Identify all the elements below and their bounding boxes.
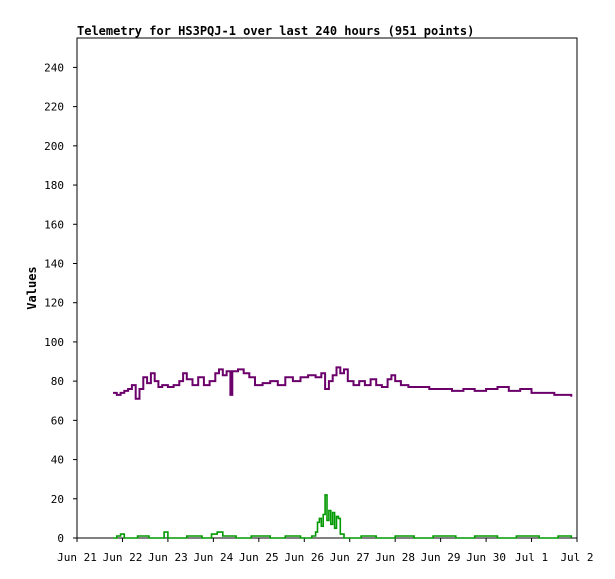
x-tick-label: Jun 23 [148, 551, 188, 564]
x-tick-label: Jun 25 [239, 551, 279, 564]
x-tick-label: Jul 2 [560, 551, 593, 564]
plot-frame [76, 37, 578, 539]
x-tick-label: Jun 29 [421, 551, 461, 564]
y-axis: 0 20 40 60 80 100 120 140 160 180 200 220 240 [44, 61, 77, 545]
x-tick-label: Jun 24 [193, 551, 233, 564]
y-tick-label: 180 [44, 179, 64, 192]
y-tick-label: 220 [44, 101, 64, 114]
y-tick-label: 160 [44, 218, 64, 231]
y-tick-label: 0 [57, 532, 64, 545]
y-tick-label: 200 [44, 140, 64, 153]
y-tick-label: 20 [51, 493, 64, 506]
x-tick-label: Jun 22 [103, 551, 143, 564]
x-tick-label: Jun 27 [330, 551, 370, 564]
y-tick-label: 140 [44, 257, 64, 270]
x-tick-label: Jun 26 [284, 551, 324, 564]
y-tick-label: 60 [51, 414, 64, 427]
x-tick-label: Jun 21 [57, 551, 97, 564]
y-tick-label: 120 [44, 297, 64, 310]
x-axis: Jun 21 Jun 22 Jun 23 Jun 24 Jun 25 Jun 26 Jun … [57, 538, 594, 564]
y-tick-label: 240 [44, 61, 64, 74]
x-tick-label: Jul 1 [515, 551, 548, 564]
chart-title: Telemetry for HS3PQJ-1 over last 240 hou… [77, 24, 474, 38]
series-layer [113, 366, 573, 539]
y-tick-label: 40 [51, 454, 64, 467]
series-line-2 [113, 494, 573, 539]
y-axis-label: Values [25, 266, 39, 309]
series-line-1 [113, 366, 573, 400]
x-tick-label: Jun 28 [375, 551, 415, 564]
x-tick-label: Jun 30 [466, 551, 506, 564]
y-tick-label: 80 [51, 375, 64, 388]
y-tick-label: 100 [44, 336, 64, 349]
